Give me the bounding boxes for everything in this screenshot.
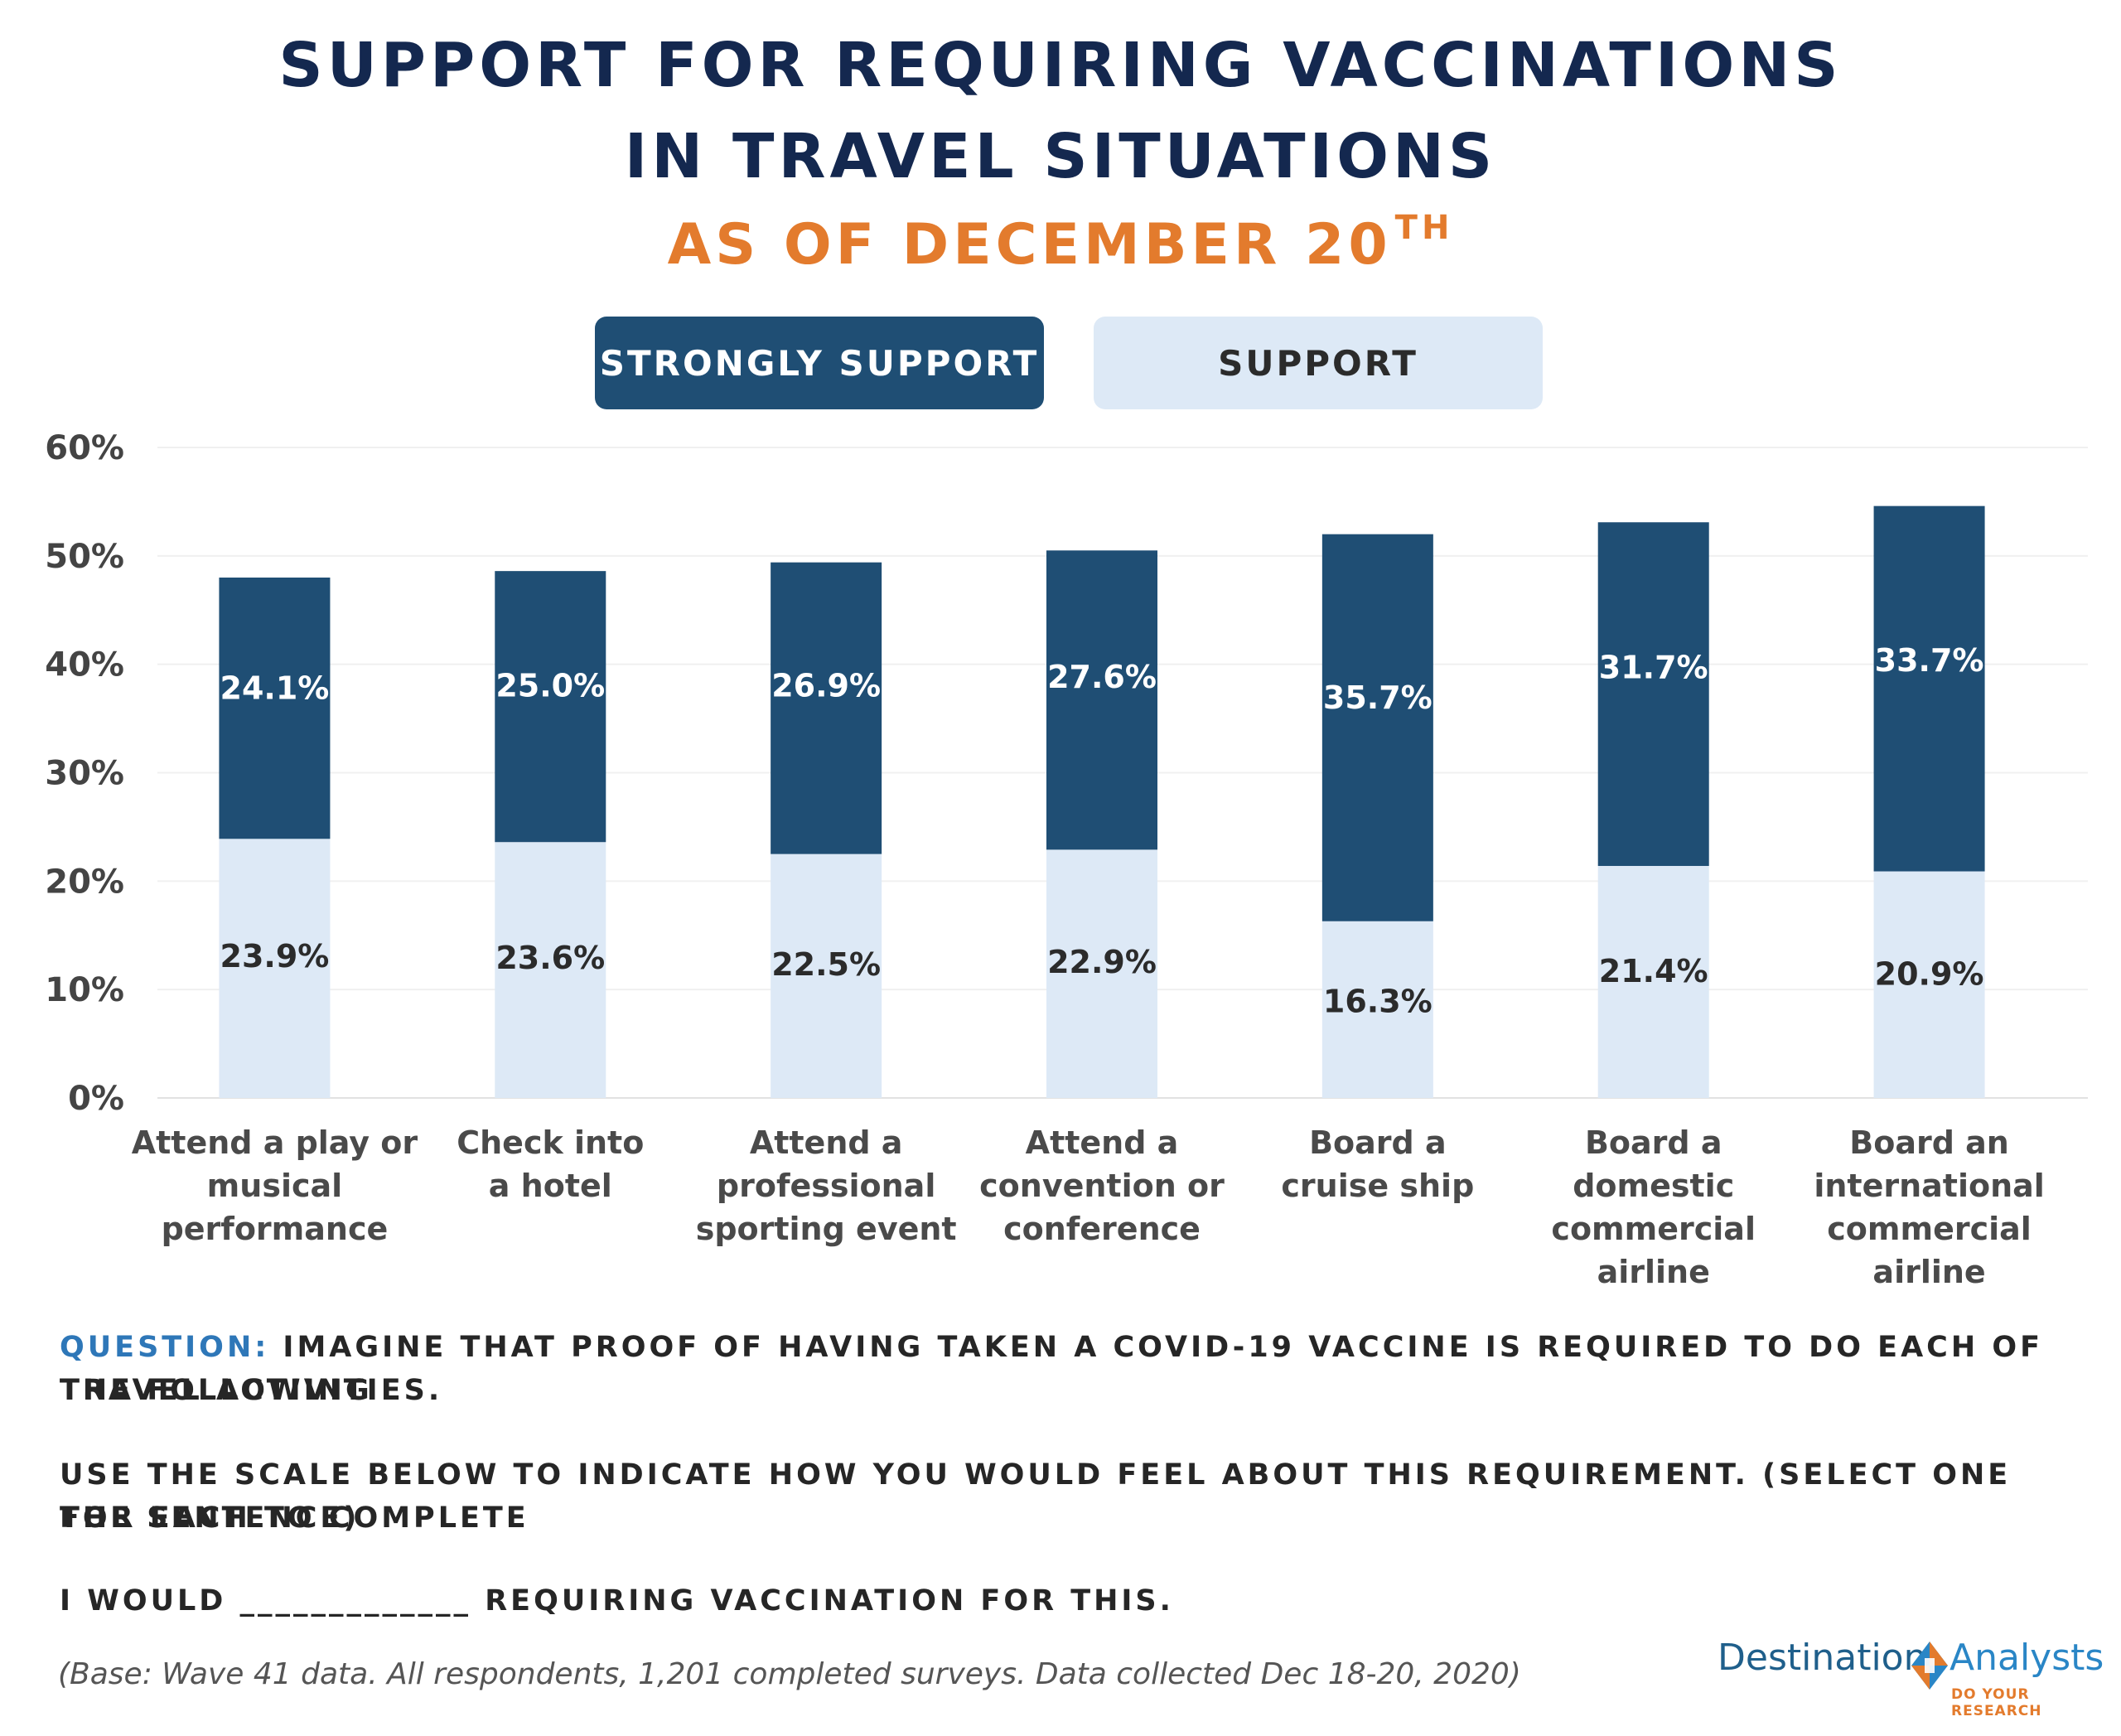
- x-category-label: airline: [1597, 1254, 1710, 1290]
- x-category-label: international: [1814, 1168, 2044, 1204]
- stacked-bar-chart: 0% 10% 20% 30% 40% 50% 60% 23.9% 24.1% Attend a p…: [45, 429, 2088, 1290]
- data-label-strongly-support: 25.0%: [495, 668, 605, 704]
- logo-text-destination: Destination: [1718, 1637, 1927, 1679]
- bar-strongly-support: [771, 562, 882, 854]
- question-line2: TRAVEL ACTIVITIES.: [60, 1374, 443, 1407]
- question-line4: THE SENTENCE): [60, 1501, 360, 1535]
- y-tick-label: 50%: [45, 538, 124, 576]
- x-category-label: commercial: [1827, 1211, 2032, 1247]
- data-label-support: 23.9%: [220, 938, 330, 974]
- data-label-strongly-support: 35.7%: [1323, 679, 1433, 716]
- question-label: QUESTION:: [60, 1331, 270, 1364]
- y-tick-label: 60%: [45, 429, 124, 467]
- data-label-strongly-support: 24.1%: [220, 670, 330, 706]
- y-tick-label: 10%: [45, 971, 124, 1009]
- bar-support: [1873, 871, 1985, 1098]
- x-category-label: performance: [162, 1211, 389, 1247]
- bar-support: [1046, 849, 1157, 1098]
- data-label-support: 16.3%: [1323, 984, 1433, 1020]
- legend-support: SUPPORT: [1094, 317, 1543, 409]
- data-label-strongly-support: 33.7%: [1875, 642, 1984, 679]
- bar-support: [1597, 866, 1709, 1098]
- x-category-label: conference: [1003, 1211, 1201, 1247]
- x-category-label: Board a: [1585, 1124, 1722, 1161]
- y-tick-label: 0%: [68, 1080, 124, 1118]
- x-category-label: professional: [717, 1168, 935, 1204]
- x-category-label: convention or: [979, 1168, 1225, 1204]
- data-label-strongly-support: 26.9%: [771, 667, 881, 704]
- data-label-support: 22.5%: [771, 946, 881, 983]
- bar-strongly-support: [1873, 505, 1985, 872]
- data-label-support: 23.6%: [495, 940, 605, 976]
- data-label-strongly-support: 27.6%: [1047, 659, 1157, 695]
- bar-strongly-support: [1046, 550, 1157, 850]
- x-category-label: Attend a: [1026, 1124, 1179, 1161]
- bar-strongly-support: [1321, 534, 1433, 921]
- data-label-strongly-support: 31.7%: [1599, 649, 1708, 685]
- bar-support: [495, 842, 606, 1098]
- x-category-label: musical: [207, 1168, 343, 1204]
- subtitle-superscript: TH: [1394, 209, 1454, 247]
- bar-support: [219, 839, 331, 1098]
- y-tick-label: 40%: [45, 646, 124, 684]
- data-label-support: 21.4%: [1599, 953, 1708, 989]
- logo-text-analysts: Analysts: [1949, 1637, 2104, 1679]
- x-category-label: domestic: [1573, 1168, 1734, 1204]
- x-category-label: Board a: [1309, 1124, 1447, 1161]
- x-category-label: a hotel: [489, 1168, 612, 1204]
- x-category-label: airline: [1872, 1254, 1985, 1290]
- bar-support: [771, 853, 882, 1098]
- question-line5: I WOULD _____________ REQUIRING VACCINAT…: [60, 1584, 1174, 1618]
- chart-title-line2: IN TRAVEL SITUATIONS: [624, 121, 1497, 192]
- bar-strongly-support: [219, 578, 331, 839]
- question-line3: USE THE SCALE BELOW TO INDICATE HOW YOU …: [60, 1458, 2012, 1535]
- destination-analysts-logo: Destination Analysts DO YOUR RESEARCH: [1711, 1637, 2104, 1719]
- bar-strongly-support: [1597, 522, 1709, 867]
- x-category-label: sporting event: [696, 1211, 957, 1247]
- data-label-support: 22.9%: [1047, 944, 1157, 980]
- logo-tagline: DO YOUR RESEARCH: [1951, 1686, 2042, 1719]
- y-tick-label: 30%: [45, 755, 124, 793]
- x-category-label: commercial: [1551, 1211, 1756, 1247]
- x-category-label: Attend a play or: [132, 1124, 418, 1161]
- x-category-label: Attend a: [750, 1124, 903, 1161]
- base-footnote: (Base: Wave 41 data. All respondents, 1,…: [58, 1657, 1521, 1691]
- data-label-support: 20.9%: [1875, 956, 1984, 993]
- bar-strongly-support: [495, 571, 606, 843]
- question-text-1: IMAGINE THAT PROOF OF HAVING TAKEN A COV…: [60, 1331, 2043, 1407]
- chart-subtitle: AS OF DECEMBER 20 TH: [0, 209, 2121, 278]
- x-category-label: Check into: [457, 1124, 644, 1161]
- legend-strongly-support: STRONGLY SUPPORT: [595, 317, 1044, 409]
- subtitle-text: AS OF DECEMBER 20: [667, 212, 1392, 278]
- bar-support: [1321, 921, 1433, 1098]
- question-line1: QUESTION: IMAGINE THAT PROOF OF HAVING T…: [60, 1326, 2065, 1412]
- y-tick-label: 20%: [45, 863, 124, 901]
- x-category-label: Board an: [1849, 1124, 2009, 1161]
- logo-diamond-icon: [1911, 1642, 1948, 1690]
- x-category-label: cruise ship: [1281, 1168, 1474, 1204]
- chart-title-line1: SUPPORT FOR REQUIRING VACCINATIONS: [278, 30, 1843, 101]
